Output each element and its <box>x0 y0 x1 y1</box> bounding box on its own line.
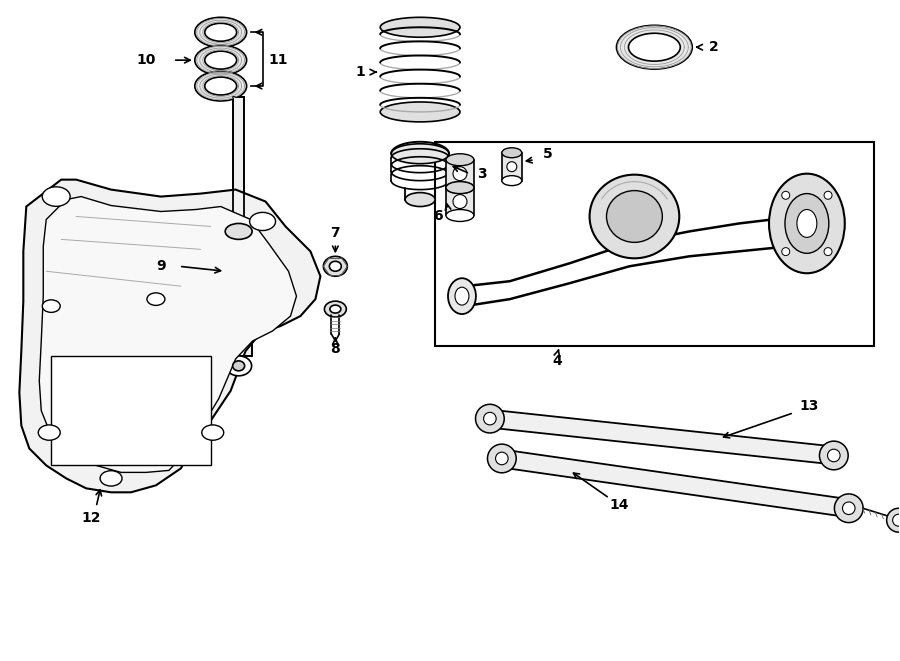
Ellipse shape <box>324 301 346 317</box>
Bar <box>225 231 252 356</box>
Ellipse shape <box>233 361 245 371</box>
Ellipse shape <box>628 33 680 61</box>
Text: 5: 5 <box>543 147 553 161</box>
Text: 2: 2 <box>709 40 719 54</box>
Ellipse shape <box>205 51 237 69</box>
Text: 13: 13 <box>799 399 819 412</box>
Ellipse shape <box>147 293 165 305</box>
Bar <box>435 142 874 346</box>
Ellipse shape <box>446 210 474 221</box>
Ellipse shape <box>392 144 449 164</box>
Ellipse shape <box>323 256 347 276</box>
Ellipse shape <box>453 194 467 208</box>
Ellipse shape <box>507 162 517 172</box>
Ellipse shape <box>455 287 469 305</box>
Ellipse shape <box>820 441 848 470</box>
Ellipse shape <box>329 261 341 271</box>
Bar <box>51 356 211 465</box>
Ellipse shape <box>194 45 247 75</box>
Ellipse shape <box>194 17 247 47</box>
Ellipse shape <box>205 23 237 41</box>
Text: 1: 1 <box>356 65 365 79</box>
Ellipse shape <box>405 192 435 206</box>
Ellipse shape <box>249 212 275 231</box>
Text: 9: 9 <box>156 259 166 273</box>
Ellipse shape <box>607 190 662 243</box>
Polygon shape <box>19 180 320 492</box>
Ellipse shape <box>380 102 460 122</box>
Bar <box>446 160 474 188</box>
Ellipse shape <box>782 191 789 199</box>
Ellipse shape <box>893 514 900 526</box>
Ellipse shape <box>226 356 252 376</box>
Ellipse shape <box>42 300 60 313</box>
Ellipse shape <box>488 444 517 473</box>
Text: 12: 12 <box>81 511 101 525</box>
Polygon shape <box>500 449 850 517</box>
Ellipse shape <box>842 502 855 514</box>
Ellipse shape <box>834 494 863 523</box>
Ellipse shape <box>39 425 60 440</box>
Ellipse shape <box>446 182 474 194</box>
Text: 14: 14 <box>609 498 629 512</box>
Text: 7: 7 <box>330 227 340 241</box>
Ellipse shape <box>796 210 817 237</box>
Ellipse shape <box>194 71 247 101</box>
Text: 8: 8 <box>330 342 340 356</box>
Text: 6: 6 <box>433 210 443 223</box>
Ellipse shape <box>205 77 237 95</box>
Ellipse shape <box>380 17 460 37</box>
Ellipse shape <box>202 425 224 440</box>
Polygon shape <box>40 196 296 473</box>
Polygon shape <box>489 410 835 465</box>
Ellipse shape <box>42 187 70 206</box>
Ellipse shape <box>886 508 900 532</box>
Text: 11: 11 <box>269 53 288 67</box>
Ellipse shape <box>483 412 496 425</box>
Text: 3: 3 <box>477 167 487 180</box>
Ellipse shape <box>824 248 832 256</box>
Ellipse shape <box>616 25 692 69</box>
Ellipse shape <box>502 176 522 186</box>
Ellipse shape <box>782 248 789 256</box>
Ellipse shape <box>769 174 845 273</box>
Ellipse shape <box>502 148 522 158</box>
Ellipse shape <box>446 154 474 166</box>
Ellipse shape <box>448 278 476 314</box>
Ellipse shape <box>590 175 680 258</box>
Bar <box>446 188 474 215</box>
Ellipse shape <box>824 191 832 199</box>
Ellipse shape <box>446 182 474 194</box>
Ellipse shape <box>453 167 467 180</box>
Text: 4: 4 <box>553 354 562 368</box>
Ellipse shape <box>100 471 122 486</box>
Ellipse shape <box>827 449 840 462</box>
Bar <box>233 97 244 231</box>
Ellipse shape <box>785 194 829 253</box>
Ellipse shape <box>496 452 508 465</box>
Ellipse shape <box>330 305 341 313</box>
Ellipse shape <box>225 223 252 239</box>
Ellipse shape <box>475 405 504 433</box>
Bar <box>502 153 522 180</box>
Text: 10: 10 <box>136 53 156 67</box>
